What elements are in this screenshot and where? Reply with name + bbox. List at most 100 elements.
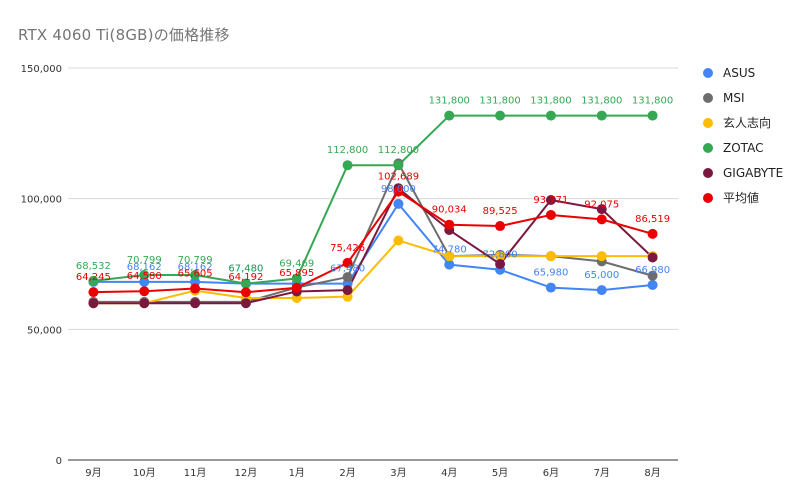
data-point bbox=[139, 298, 150, 309]
legend-label: MSI bbox=[723, 90, 745, 105]
chart-title: RTX 4060 Ti(8GB)の価格推移 bbox=[18, 26, 230, 44]
x-tick-label: 12月 bbox=[235, 467, 258, 479]
data-point bbox=[444, 259, 455, 270]
legend-item: MSI bbox=[703, 85, 808, 110]
gridlines bbox=[68, 67, 678, 461]
legend-item: ASUS bbox=[703, 60, 808, 85]
data-point bbox=[545, 110, 556, 121]
legend-label: 平均値 bbox=[723, 191, 760, 205]
data-point bbox=[495, 251, 506, 262]
data-label: 68,162 bbox=[178, 262, 213, 273]
data-point bbox=[393, 235, 404, 246]
data-point bbox=[139, 276, 150, 287]
data-label: 64,580 bbox=[127, 271, 162, 282]
data-point bbox=[240, 298, 251, 309]
data-point bbox=[190, 283, 201, 294]
x-tick-label: 1月 bbox=[289, 467, 305, 479]
data-point bbox=[647, 252, 658, 263]
y-tick-label: 100,000 bbox=[21, 195, 62, 206]
x-tick-label: 3月 bbox=[390, 467, 406, 479]
data-point bbox=[647, 270, 658, 281]
data-label: 67,480 bbox=[330, 264, 365, 275]
legend-marker bbox=[703, 67, 713, 78]
data-label: 112,800 bbox=[327, 145, 368, 156]
legend-item: ZOTAC bbox=[703, 135, 808, 160]
x-tick-label: 10月 bbox=[133, 467, 156, 479]
data-point bbox=[139, 286, 150, 297]
data-label: 75,426 bbox=[330, 243, 365, 254]
series-line bbox=[93, 114, 653, 285]
data-point bbox=[596, 204, 607, 215]
data-point bbox=[545, 209, 556, 220]
data-point bbox=[342, 285, 353, 296]
data-point bbox=[88, 275, 99, 286]
data-point bbox=[596, 285, 607, 296]
data-label: 70,799 bbox=[178, 255, 213, 266]
legend-marker bbox=[703, 167, 713, 178]
data-point bbox=[342, 257, 353, 268]
legend-label: ZOTAC bbox=[723, 140, 764, 155]
legend-marker bbox=[703, 117, 713, 128]
data-point bbox=[596, 251, 607, 262]
data-label: 65,605 bbox=[178, 269, 213, 280]
x-tick-label: 11月 bbox=[184, 467, 207, 479]
data-point bbox=[240, 287, 251, 298]
y-tick-label: 150,000 bbox=[21, 64, 62, 75]
data-point bbox=[190, 269, 201, 280]
data-point bbox=[444, 251, 455, 262]
data-label: 65,000 bbox=[584, 270, 619, 281]
data-labels: 68,162 68,162 67,480 67,480 98,000 74,780 72,8… bbox=[76, 96, 673, 284]
legend-marker bbox=[703, 92, 713, 103]
data-point bbox=[393, 198, 404, 209]
data-point bbox=[647, 110, 658, 121]
x-tick-label: 5月 bbox=[492, 467, 508, 479]
data-point bbox=[291, 273, 302, 284]
data-point bbox=[88, 298, 99, 309]
x-tick-label: 7月 bbox=[594, 467, 610, 479]
data-label: 67,480 bbox=[228, 264, 263, 275]
data-label: 131,800 bbox=[530, 96, 571, 107]
data-label: 64,192 bbox=[228, 272, 263, 283]
y-tick-label: 0 bbox=[56, 456, 62, 467]
data-label: 131,800 bbox=[429, 96, 470, 107]
data-point bbox=[596, 110, 607, 121]
data-label: 66,980 bbox=[635, 265, 670, 276]
data-label: 72,800 bbox=[483, 250, 518, 261]
data-point bbox=[545, 282, 556, 293]
data-label: 65,980 bbox=[533, 268, 568, 279]
data-point bbox=[495, 110, 506, 121]
legend-marker bbox=[703, 142, 713, 153]
y-tick-label: 50,000 bbox=[27, 325, 62, 336]
data-label: 131,800 bbox=[632, 96, 673, 107]
legend-label: 玄人志向 bbox=[723, 116, 772, 130]
legend-item: 平均値 bbox=[703, 185, 808, 210]
series-line bbox=[93, 187, 654, 305]
data-label: 64,245 bbox=[76, 272, 111, 283]
data-label: 131,800 bbox=[479, 96, 520, 107]
data-point bbox=[647, 279, 658, 290]
legend-marker bbox=[703, 192, 713, 203]
data-point bbox=[393, 186, 404, 197]
legend-label: GIGABYTE bbox=[723, 165, 784, 180]
series-line bbox=[93, 239, 653, 305]
series-line bbox=[93, 190, 653, 294]
data-point bbox=[342, 272, 353, 283]
data-label: 68,532 bbox=[76, 261, 111, 272]
axis-ticks: 0 50,000 100,000 150,000 9月 10月 11月 12月 1月 2月 3月 4月… bbox=[21, 64, 661, 479]
data-point bbox=[291, 282, 302, 293]
data-label: 102,689 bbox=[378, 172, 419, 183]
data-label: 74,780 bbox=[432, 245, 467, 256]
series-line bbox=[93, 202, 653, 292]
data-point bbox=[342, 160, 353, 171]
legend-item: GIGABYTE bbox=[703, 160, 808, 185]
data-point bbox=[596, 214, 607, 225]
x-tick-label: 2月 bbox=[339, 467, 355, 479]
data-label: 92,075 bbox=[584, 199, 619, 210]
data-label: 68,162 bbox=[127, 262, 162, 273]
data-point bbox=[240, 278, 251, 289]
data-point bbox=[190, 298, 201, 309]
data-label: 93,771 bbox=[533, 195, 568, 206]
x-tick-label: 9月 bbox=[85, 467, 101, 479]
data-point bbox=[444, 110, 455, 121]
